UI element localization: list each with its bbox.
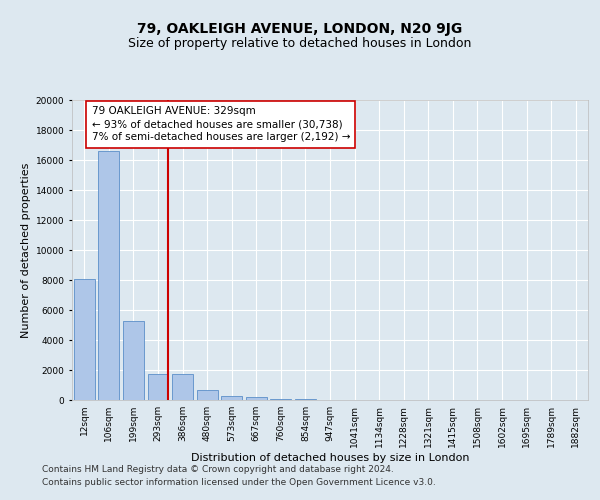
Bar [221, 396, 242, 400]
Text: 79 OAKLEIGH AVENUE: 329sqm
← 93% of detached houses are smaller (30,738)
7% of s: 79 OAKLEIGH AVENUE: 329sqm ← 93% of deta… [92, 106, 350, 142]
Text: Size of property relative to detached houses in London: Size of property relative to detached ho… [128, 38, 472, 51]
Bar [148, 374, 169, 400]
Text: 79, OAKLEIGH AVENUE, LONDON, N20 9JG: 79, OAKLEIGH AVENUE, LONDON, N20 9JG [137, 22, 463, 36]
Bar [123, 320, 144, 400]
X-axis label: Distribution of detached houses by size in London: Distribution of detached houses by size … [191, 452, 469, 462]
Bar [295, 399, 316, 400]
Bar [172, 374, 193, 400]
Bar [74, 278, 95, 400]
Text: Contains HM Land Registry data © Crown copyright and database right 2024.: Contains HM Land Registry data © Crown c… [42, 466, 394, 474]
Bar [246, 398, 267, 400]
Bar [197, 390, 218, 400]
Text: Contains public sector information licensed under the Open Government Licence v3: Contains public sector information licen… [42, 478, 436, 487]
Y-axis label: Number of detached properties: Number of detached properties [22, 162, 31, 338]
Bar [98, 151, 119, 400]
Bar [271, 398, 292, 400]
